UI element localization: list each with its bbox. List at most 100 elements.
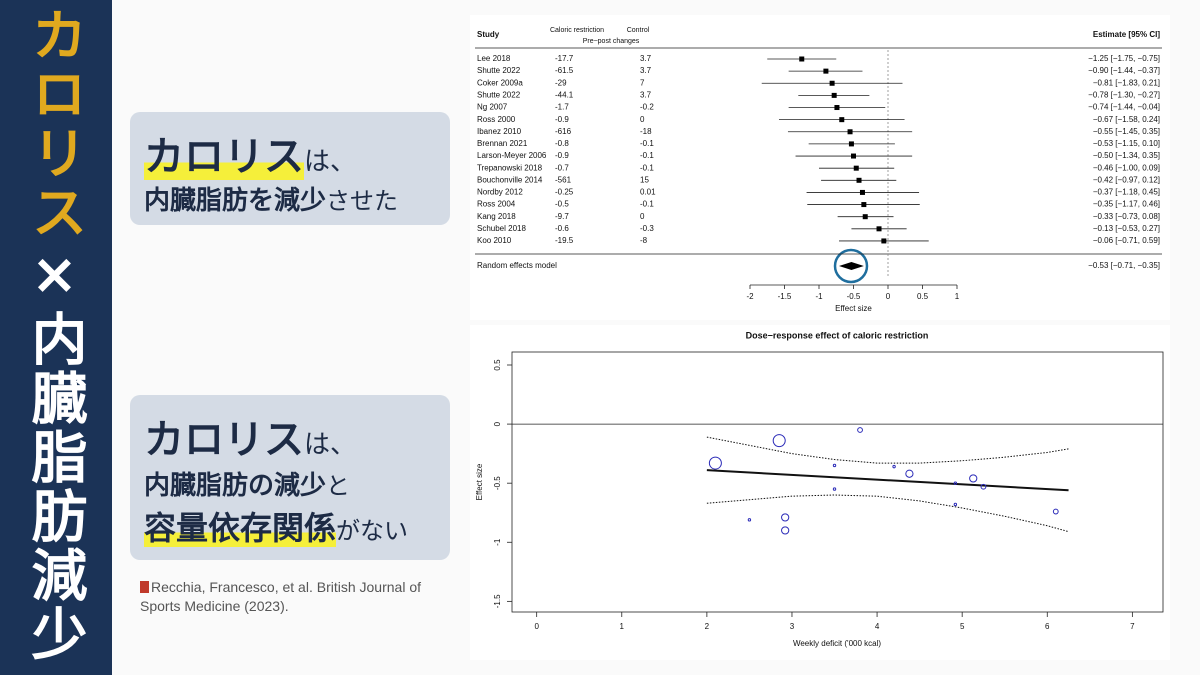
cr-change: -0.9 (555, 115, 569, 124)
control-change: 3.7 (640, 90, 652, 99)
estimate-box (831, 92, 837, 98)
estimate-box (848, 141, 854, 147)
estimate-box (829, 80, 835, 86)
estimate-label: −0.74 [−1.44, −0.04] (1088, 103, 1160, 112)
citation-text: Recchia, Francesco, et al. British Journ… (140, 579, 422, 614)
control-change: 0.01 (640, 188, 656, 197)
cr-change: -561 (555, 175, 572, 184)
control-change: -0.1 (640, 139, 654, 148)
control-change: 0 (640, 115, 645, 124)
study-name: Ng 2007 (477, 103, 508, 112)
x-tick-label: 3 (790, 622, 795, 631)
x-tick-label: 0 (534, 622, 539, 631)
study-name: Coker 2009a (477, 78, 523, 87)
estimate-label: −0.42 [−0.97, 0.12] (1093, 175, 1160, 184)
summary-label: Random effects model (477, 261, 557, 270)
study-name: Ibanez 2010 (477, 127, 522, 136)
control-change: -0.1 (640, 151, 654, 160)
estimate-box (839, 117, 845, 123)
estimate-box (847, 129, 853, 135)
text: がない (336, 517, 409, 545)
x-tick-label: 1 (955, 292, 960, 301)
cr-change: -29 (555, 78, 567, 87)
cr-change: -0.5 (555, 200, 569, 209)
text: は、 (304, 147, 357, 177)
y-tick-label: 0.5 (493, 359, 502, 371)
cr-change: -616 (555, 127, 572, 136)
control-change: 0 (640, 212, 645, 221)
study-name: Trepanowski 2018 (477, 163, 543, 172)
estimate-box (834, 105, 840, 111)
control-change: -0.1 (640, 163, 654, 172)
control-change: 15 (640, 175, 649, 184)
fit-line (706, 494, 1069, 533)
y-axis-label: Effect size (475, 463, 484, 500)
plot-frame (511, 351, 1164, 613)
x-tick-label: 1 (620, 622, 625, 631)
estimate-box (862, 214, 868, 220)
text: 内臓脂肪を減少 (144, 186, 327, 216)
data-point (781, 513, 790, 522)
data-point (747, 518, 752, 522)
data-point (832, 487, 837, 491)
cr-change: -19.5 (555, 236, 574, 245)
study-name: Brennan 2021 (477, 139, 528, 148)
data-point (1052, 508, 1059, 515)
control-change: -18 (640, 127, 652, 136)
text: カロリス (144, 417, 304, 463)
study-name: Nordby 2012 (477, 188, 523, 197)
x-axis-label: Effect size (835, 304, 872, 313)
forest-background (470, 15, 1170, 320)
estimate-label: −0.35 [−1.17, 0.46] (1093, 200, 1160, 209)
x-axis-label: Weekly deficit ('000 kcal) (793, 639, 881, 648)
estimate-box (881, 238, 887, 244)
scatter-background (470, 325, 1170, 660)
estimate-box (859, 189, 865, 195)
estimate-label: −0.55 [−1.45, 0.35] (1093, 127, 1160, 136)
control-change: -8 (640, 236, 648, 245)
column-header: Pre−post changes (583, 38, 640, 45)
estimate-label: −0.90 [−1.44, −0.37] (1088, 66, 1160, 75)
control-change: 7 (640, 78, 645, 87)
cr-change: -17.7 (555, 54, 574, 63)
data-point (857, 427, 863, 433)
title-rest: ×内臓脂肪減少 (22, 242, 87, 664)
study-name: Kang 2018 (477, 212, 516, 221)
chart-title: Dose−response effect of caloric restrict… (746, 330, 929, 340)
cr-change: -1.7 (555, 103, 569, 112)
cr-change: -0.25 (555, 188, 574, 197)
estimate-label: −0.13 [−0.53, 0.27] (1093, 224, 1160, 233)
data-point (772, 434, 786, 448)
highlight-circle (833, 248, 869, 284)
data-point (708, 456, 722, 470)
highlight: 容量依存関係 (144, 509, 337, 547)
estimate-label: −0.37 [−1.18, 0.45] (1093, 188, 1160, 197)
cr-change: -9.7 (555, 212, 569, 221)
text: は、 (304, 430, 357, 460)
sidebar-title: カロリス×内臓脂肪減少 (22, 6, 87, 664)
control-change: 3.7 (640, 54, 652, 63)
x-tick-label: 7 (1130, 622, 1135, 631)
y-tick-label: -1.5 (493, 594, 502, 608)
control-change: 3.7 (640, 66, 652, 75)
y-tick-label: -1 (493, 538, 502, 546)
study-name: Larson-Meyer 2006 (477, 151, 547, 160)
estimate-label: −0.33 [−0.73, 0.08] (1093, 212, 1160, 221)
estimate-label: −0.81 [−1.83, 0.21] (1093, 78, 1160, 87)
estimate-label: −0.46 [−1.00, 0.09] (1093, 163, 1160, 172)
x-tick-label: 0.5 (917, 292, 929, 301)
estimate-box (823, 68, 829, 74)
study-name: Shutte 2022 (477, 66, 521, 75)
control-change: -0.3 (640, 224, 654, 233)
cr-change: -0.7 (555, 163, 569, 172)
estimate-box (876, 226, 882, 232)
data-point (781, 526, 790, 535)
estimate-box (861, 202, 867, 208)
data-point (905, 469, 914, 478)
x-tick-label: 2 (705, 622, 710, 631)
text: 内臓脂肪の減少 (144, 471, 327, 501)
data-point (953, 481, 958, 485)
x-tick-label: -0.5 (847, 292, 861, 301)
